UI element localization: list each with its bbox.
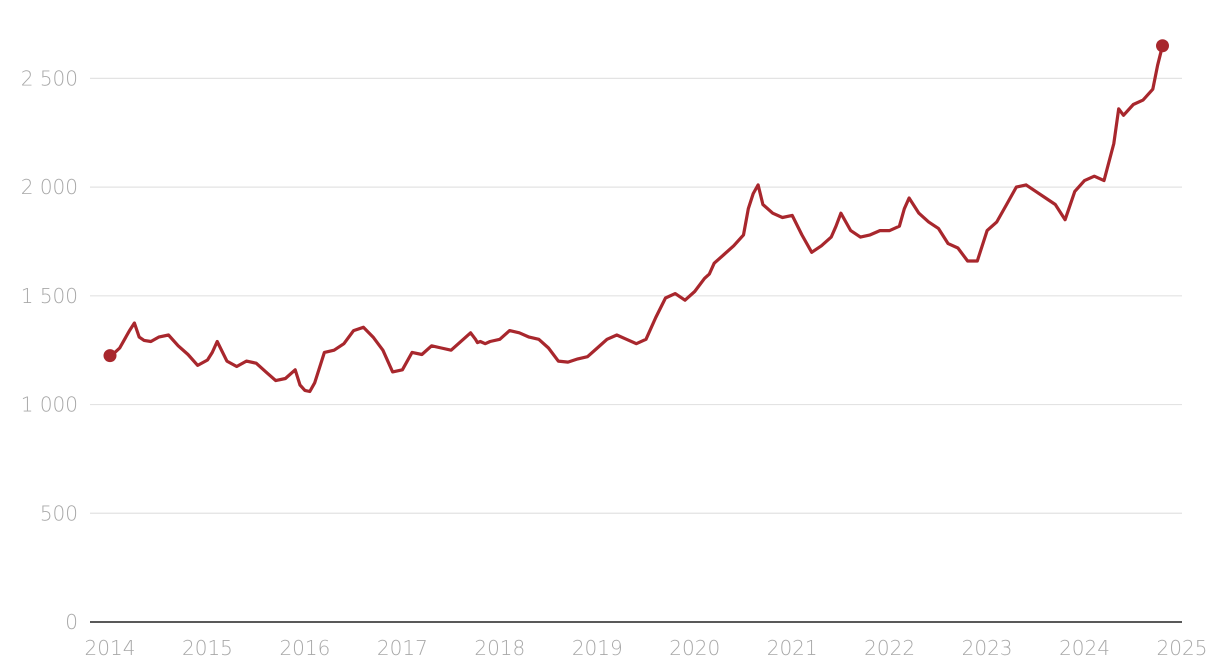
y-gridlines (90, 77, 1182, 514)
series-end-point (1156, 39, 1170, 53)
x-tick-label: 2023 (962, 636, 1013, 660)
x-tick-label: 2024 (1059, 636, 1110, 660)
x-tick-label: 2014 (85, 636, 136, 660)
x-tick-label: 2022 (864, 636, 915, 660)
x-tick-label: 2020 (669, 636, 720, 660)
y-tick-label: 0 (65, 610, 78, 634)
x-tick-label: 2021 (767, 636, 818, 660)
y-tick-labels: 0 500 1 000 1 500 2 000 2 500 (21, 66, 78, 634)
x-tick-label: 2025 (1157, 636, 1208, 660)
x-tick-label: 2016 (279, 636, 330, 660)
y-tick-label: 500 (40, 501, 78, 525)
series-start-point (103, 349, 117, 363)
series-layer (103, 39, 1170, 394)
series-line (108, 44, 1165, 394)
x-tick-labels: 2014 2015 2016 2017 2018 2019 2020 2021 2022 2023… (85, 636, 1208, 660)
y-tick-label: 2 000 (21, 175, 78, 199)
x-tick-label: 2019 (572, 636, 623, 660)
x-tick-label: 2017 (377, 636, 428, 660)
x-tick-label: 2018 (474, 636, 525, 660)
y-tick-label: 2 500 (21, 66, 78, 90)
y-tick-label: 1 500 (21, 284, 78, 308)
x-tick-label: 2015 (182, 636, 233, 660)
y-tick-label: 1 000 (21, 393, 78, 417)
